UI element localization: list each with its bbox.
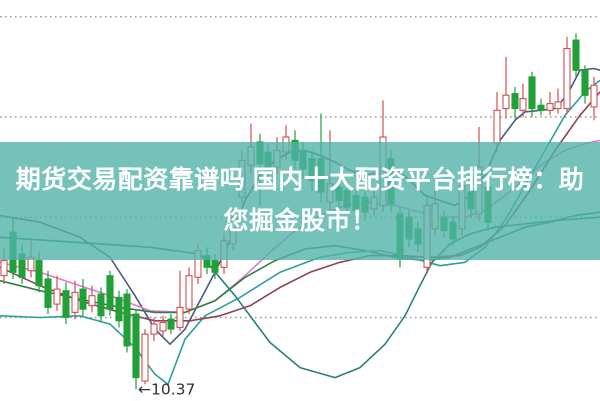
headline-line-1: 期货交易配资靠谱吗 国内十大配资平台排行榜：助 (15, 166, 585, 194)
candle-up (150, 323, 158, 335)
candle-down (581, 69, 589, 96)
candle-down (97, 293, 105, 317)
candle-down (572, 39, 580, 71)
candle-up (185, 275, 193, 310)
candle-up (176, 306, 184, 328)
candle-down (167, 318, 175, 330)
candle-down (123, 293, 131, 347)
headline-line-2: 您掘金股市！ (223, 207, 377, 235)
candle-down (528, 76, 536, 110)
candle-down (106, 275, 114, 310)
candle-down (115, 296, 123, 322)
candle-down (44, 278, 52, 308)
candle-up (141, 333, 149, 382)
candle-up (590, 84, 598, 108)
candle-up (88, 295, 96, 307)
candle-up (159, 321, 167, 332)
low-price-annotation: ←10.37 (138, 380, 195, 398)
candle-down (211, 260, 219, 273)
candle-up (502, 94, 510, 110)
candle-up (546, 103, 554, 111)
candle-up (554, 101, 562, 110)
candle-down (79, 288, 87, 310)
candle-down (62, 290, 70, 318)
candle-down (511, 93, 519, 110)
candle-up (0, 260, 8, 277)
headline-banner: 期货交易配资靠谱吗 国内十大配资平台排行榜：助 您掘金股市！ (0, 142, 600, 260)
candle-up (563, 47, 571, 110)
candle-down (35, 260, 43, 287)
candle-up (71, 291, 79, 313)
candle-down (132, 313, 140, 379)
candle-up (493, 109, 501, 145)
candle-up (53, 288, 61, 305)
candle-down (537, 104, 545, 111)
candle-up (519, 98, 527, 111)
